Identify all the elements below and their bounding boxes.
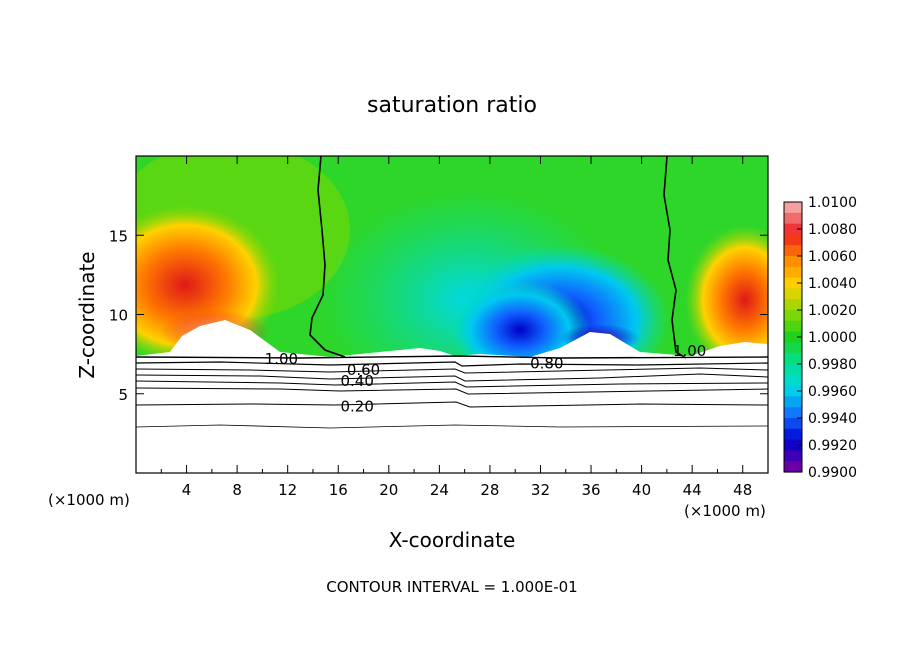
y-axis-label: Z-coordinate <box>75 251 99 378</box>
colorbar-band <box>784 202 802 214</box>
colorbar-band <box>784 288 802 300</box>
colorbar-band <box>784 299 802 311</box>
colorbar-label: 1.0020 <box>808 303 857 319</box>
x-tick-label: 48 <box>733 481 752 499</box>
colorbar-band <box>784 320 802 333</box>
chart-title: saturation ratio <box>367 93 537 118</box>
colorbar-band <box>784 461 802 473</box>
colorbar-label: 0.9980 <box>808 357 857 373</box>
colorbar-label: 1.0040 <box>808 276 857 292</box>
contour-label: 1.00 <box>673 342 706 360</box>
colorbar-band <box>784 450 802 462</box>
contour-0.50 <box>135 380 769 388</box>
contour-1.00-base <box>135 355 769 359</box>
heatmap-field <box>136 156 768 473</box>
contour-lines <box>135 155 769 429</box>
colorbar-label: 1.0100 <box>808 195 857 211</box>
x-tick-label: 12 <box>278 481 297 499</box>
colorbar-label: 1.0060 <box>808 249 857 265</box>
colorbar-band <box>784 353 802 365</box>
colorbar-band <box>784 245 802 257</box>
colorbar-band <box>784 374 802 387</box>
contour-label: 1.00 <box>265 350 298 368</box>
contour-0.70 <box>135 367 769 374</box>
colorbar-band <box>784 277 802 289</box>
x-tick-label: 16 <box>329 481 348 499</box>
x-tick-label: 36 <box>581 481 600 499</box>
x-tick-label: 44 <box>683 481 702 499</box>
x-axis: 4 8 12 16 20 24 28 32 36 40 44 48 <box>160 156 752 499</box>
x-tick-label: 40 <box>632 481 651 499</box>
field-red-right <box>685 225 768 375</box>
contour-0.10 <box>135 424 769 429</box>
contour-interval-note: CONTOUR INTERVAL = 1.000E-01 <box>326 578 577 596</box>
colorbar-label: 1.0080 <box>808 222 857 238</box>
contour-0.80 <box>135 361 769 367</box>
colorbar-label: 0.9940 <box>808 411 857 427</box>
colorbar: 1.0100 1.0080 1.0060 1.0040 1.0020 1.0000 0.99… <box>783 195 857 481</box>
contour-label: 0.20 <box>340 397 373 415</box>
colorbar-band <box>784 266 802 279</box>
x-tick-label: 24 <box>430 481 449 499</box>
colorbar-band <box>784 407 802 419</box>
x-tick-label: 8 <box>232 481 242 499</box>
colorbar-band <box>784 396 802 408</box>
x-unit-left: (×1000 m) <box>48 491 130 509</box>
x-tick-label: 4 <box>182 481 192 499</box>
x-tick-label: 28 <box>480 481 499 499</box>
x-tick-label: 20 <box>379 481 398 499</box>
x-tick-label: 32 <box>531 481 550 499</box>
colorbar-band <box>784 223 802 235</box>
contour-0.60 <box>135 373 769 382</box>
x-axis-label: X-coordinate <box>389 528 516 552</box>
contour-label: 0.80 <box>530 355 563 373</box>
contour-1.00-left <box>309 155 346 358</box>
colorbar-band <box>784 256 802 268</box>
colorbar-label: 0.9920 <box>808 438 857 454</box>
colorbar-band <box>784 439 802 451</box>
contour-label: 0.40 <box>340 372 373 390</box>
y-tick-label: 5 <box>118 386 128 404</box>
contour-0.40 <box>135 387 769 395</box>
contour-1.00-right <box>663 155 687 359</box>
y-tick-label: 10 <box>109 307 128 325</box>
y-axis: 5 10 15 <box>109 227 768 404</box>
y-tick-label: 15 <box>109 227 128 245</box>
colorbar-band <box>784 364 802 376</box>
colorbar-band <box>784 331 802 343</box>
colorbar-band <box>784 234 802 246</box>
colorbar-band <box>784 342 802 354</box>
colorbar-band <box>784 212 802 225</box>
colorbar-band <box>784 418 802 430</box>
x-unit-right: (×1000 m) <box>684 502 766 520</box>
contour-0.20 <box>135 401 769 408</box>
colorbar-label: 0.9960 <box>808 384 857 400</box>
colorbar-label: 0.9900 <box>808 465 857 481</box>
colorbar-band <box>784 310 802 322</box>
contour-labels: 1.00 1.00 0.80 0.600.40 0.20 <box>265 342 707 415</box>
contour-label: 0.60 <box>347 361 380 379</box>
colorbar-label: 1.0000 <box>808 330 857 346</box>
colorbar-band <box>784 428 802 441</box>
colorbar-band <box>784 385 802 397</box>
